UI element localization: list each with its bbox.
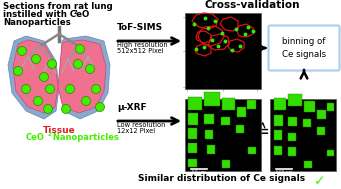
Bar	[288, 94, 302, 106]
Bar	[204, 114, 214, 124]
Text: ≙: ≙	[254, 123, 270, 141]
Text: 2: 2	[74, 10, 78, 15]
Polygon shape	[59, 36, 110, 119]
Circle shape	[91, 84, 101, 94]
Text: ✓: ✓	[314, 174, 326, 188]
Polygon shape	[58, 40, 106, 113]
Bar	[237, 107, 246, 117]
Text: Nanoparticles: Nanoparticles	[3, 18, 71, 27]
Bar	[222, 160, 230, 168]
Text: 12x12 Pixel: 12x12 Pixel	[117, 128, 155, 134]
Circle shape	[81, 97, 90, 105]
Text: binning of
Ce signals: binning of Ce signals	[282, 37, 326, 59]
Circle shape	[31, 54, 41, 64]
Bar	[274, 98, 286, 110]
Text: Cross-validation: Cross-validation	[204, 0, 300, 10]
Bar	[274, 115, 283, 126]
Bar	[204, 92, 220, 106]
Circle shape	[61, 105, 71, 114]
Bar	[274, 130, 282, 140]
Bar	[236, 125, 244, 133]
Text: High resolution: High resolution	[117, 42, 168, 48]
Bar	[222, 98, 235, 110]
Text: ToF-SIMS: ToF-SIMS	[117, 23, 163, 32]
Bar	[317, 127, 325, 135]
Text: Nanoparticles: Nanoparticles	[50, 133, 119, 142]
Circle shape	[65, 84, 74, 94]
Polygon shape	[8, 36, 59, 119]
Text: 512x512 Pixel: 512x512 Pixel	[117, 48, 164, 54]
Bar	[207, 145, 215, 154]
Circle shape	[47, 60, 57, 68]
Text: 50 μm: 50 μm	[192, 170, 206, 174]
Bar	[288, 147, 296, 156]
Bar	[304, 161, 312, 168]
Circle shape	[17, 46, 27, 56]
Bar	[270, 99, 336, 171]
Circle shape	[33, 97, 43, 105]
Bar	[327, 103, 334, 111]
Circle shape	[21, 84, 30, 94]
Bar	[188, 97, 202, 110]
Text: CeO: CeO	[26, 133, 45, 142]
Circle shape	[44, 105, 53, 114]
Bar	[221, 117, 230, 125]
Bar	[188, 143, 197, 153]
Circle shape	[86, 64, 94, 74]
Bar	[188, 113, 198, 125]
Polygon shape	[13, 40, 58, 113]
Bar	[274, 146, 282, 155]
Bar	[188, 128, 197, 139]
Circle shape	[45, 84, 55, 94]
Bar	[327, 150, 334, 156]
Text: 2: 2	[48, 132, 52, 136]
Bar	[304, 101, 315, 112]
Text: Low resolution: Low resolution	[117, 122, 165, 128]
Bar	[188, 159, 197, 167]
Circle shape	[75, 44, 85, 53]
Text: instilled with CeO: instilled with CeO	[3, 10, 89, 19]
Bar	[248, 147, 256, 154]
Circle shape	[95, 102, 104, 112]
FancyBboxPatch shape	[268, 26, 340, 70]
Text: μ-XRF: μ-XRF	[117, 103, 147, 112]
Bar	[303, 119, 311, 127]
Bar	[247, 100, 256, 109]
Circle shape	[40, 73, 48, 81]
Circle shape	[74, 60, 83, 68]
Text: Tissue: Tissue	[43, 126, 75, 135]
Text: Sections from rat lung: Sections from rat lung	[3, 2, 113, 11]
Circle shape	[14, 67, 23, 75]
Text: 500 μm: 500 μm	[276, 170, 292, 174]
Bar	[288, 133, 296, 141]
Bar	[205, 130, 213, 139]
Bar	[185, 13, 261, 89]
Text: Similar distribution of Ce signals: Similar distribution of Ce signals	[138, 174, 306, 183]
Bar	[317, 110, 326, 119]
Bar	[185, 99, 261, 171]
Bar	[288, 117, 297, 126]
